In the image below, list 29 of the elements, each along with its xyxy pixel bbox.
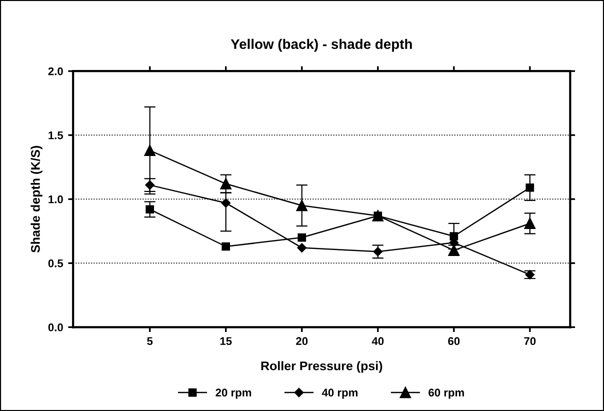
y-axis-title: Shade depth (K/S) xyxy=(30,146,42,253)
x-tick-label: 60 xyxy=(448,337,460,346)
x-tick-label: 70 xyxy=(524,337,536,346)
point xyxy=(526,183,534,192)
x-tick-label: 40 xyxy=(372,337,384,346)
legend-label: 20 rpm xyxy=(216,388,252,399)
chart-title: Yellow (back) - shade depth xyxy=(230,38,412,52)
point xyxy=(221,198,230,208)
x-tick-label: 20 xyxy=(296,337,308,346)
point xyxy=(220,178,232,190)
y-tick-label: 0.5 xyxy=(48,259,64,268)
y-tick-label: 0.0 xyxy=(48,323,63,332)
y-tick-label: 1.0 xyxy=(48,195,63,204)
x-tick-label: 15 xyxy=(220,337,232,346)
point xyxy=(297,243,306,252)
point xyxy=(296,200,308,212)
point xyxy=(298,233,306,242)
legend-label: 40 rpm xyxy=(322,388,358,399)
point xyxy=(222,242,230,251)
x-axis-title: Roller Pressure (psi) xyxy=(261,361,382,373)
point xyxy=(450,232,458,240)
point xyxy=(524,218,536,230)
point xyxy=(146,205,154,214)
legend-label: 60 rpm xyxy=(428,388,464,399)
x-tick-label: 5 xyxy=(147,337,153,346)
point xyxy=(144,144,156,156)
y-tick-label: 2.0 xyxy=(48,67,63,76)
point xyxy=(373,246,382,256)
y-tick-label: 1.5 xyxy=(48,132,64,140)
